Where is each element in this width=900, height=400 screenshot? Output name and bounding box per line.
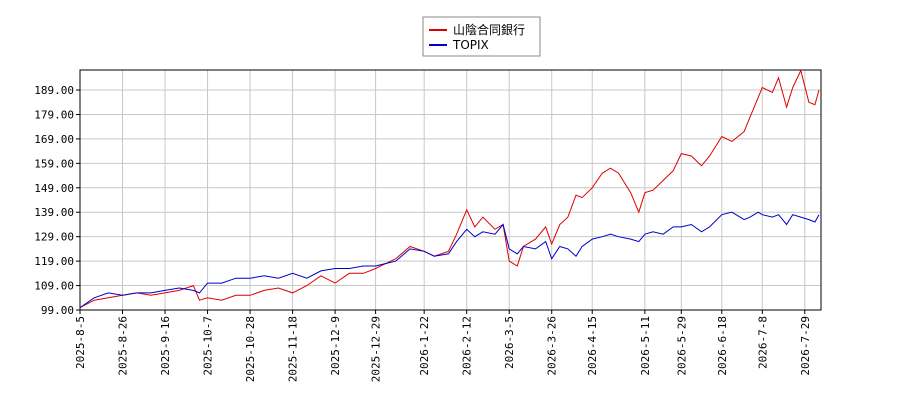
x-tick-label: 2025-11-18 <box>287 316 300 382</box>
y-tick-label: 109.00 <box>34 280 74 293</box>
x-tick-label: 2025-10-28 <box>244 316 257 382</box>
y-tick-label: 149.00 <box>34 182 74 195</box>
y-tick-label: 129.00 <box>34 231 74 244</box>
y-tick-label: 169.00 <box>34 133 74 146</box>
x-tick-label: 2026-3-5 <box>503 316 516 369</box>
y-tick-label: 119.00 <box>34 255 74 268</box>
x-tick-label: 2025-10-7 <box>202 316 215 376</box>
y-tick-label: 159.00 <box>34 157 74 170</box>
x-tick-label: 2026-7-29 <box>799 316 812 376</box>
y-tick-label: 179.00 <box>34 108 74 121</box>
x-tick-label: 2025-12-29 <box>370 316 383 382</box>
x-tick-label: 2026-6-18 <box>716 316 729 376</box>
legend-label: 山陰合同銀行 <box>453 22 525 37</box>
x-tick-label: 2026-5-29 <box>675 316 688 376</box>
y-tick-label: 99.00 <box>41 304 74 317</box>
x-tick-label: 2025-8-26 <box>117 316 130 376</box>
x-tick-label: 2026-1-22 <box>418 316 431 376</box>
y-tick-label: 189.00 <box>34 84 74 97</box>
legend-label: TOPIX <box>452 38 489 52</box>
x-tick-label: 2026-4-15 <box>586 316 599 376</box>
x-tick-label: 2026-5-11 <box>639 316 652 376</box>
x-tick-label: 2025-12-9 <box>329 316 342 376</box>
x-tick-label: 2026-7-8 <box>756 316 769 369</box>
series-line <box>79 69 820 309</box>
y-tick-label: 139.00 <box>34 206 74 219</box>
legend-box <box>422 16 541 57</box>
x-tick-label: 2025-8-5 <box>74 316 87 369</box>
x-tick-label: 2026-3-26 <box>546 316 559 376</box>
x-tick-label: 2026-2-12 <box>461 316 474 376</box>
x-tick-label: 2025-9-16 <box>159 316 172 376</box>
plot-frame <box>79 69 822 311</box>
series-line <box>79 211 820 309</box>
